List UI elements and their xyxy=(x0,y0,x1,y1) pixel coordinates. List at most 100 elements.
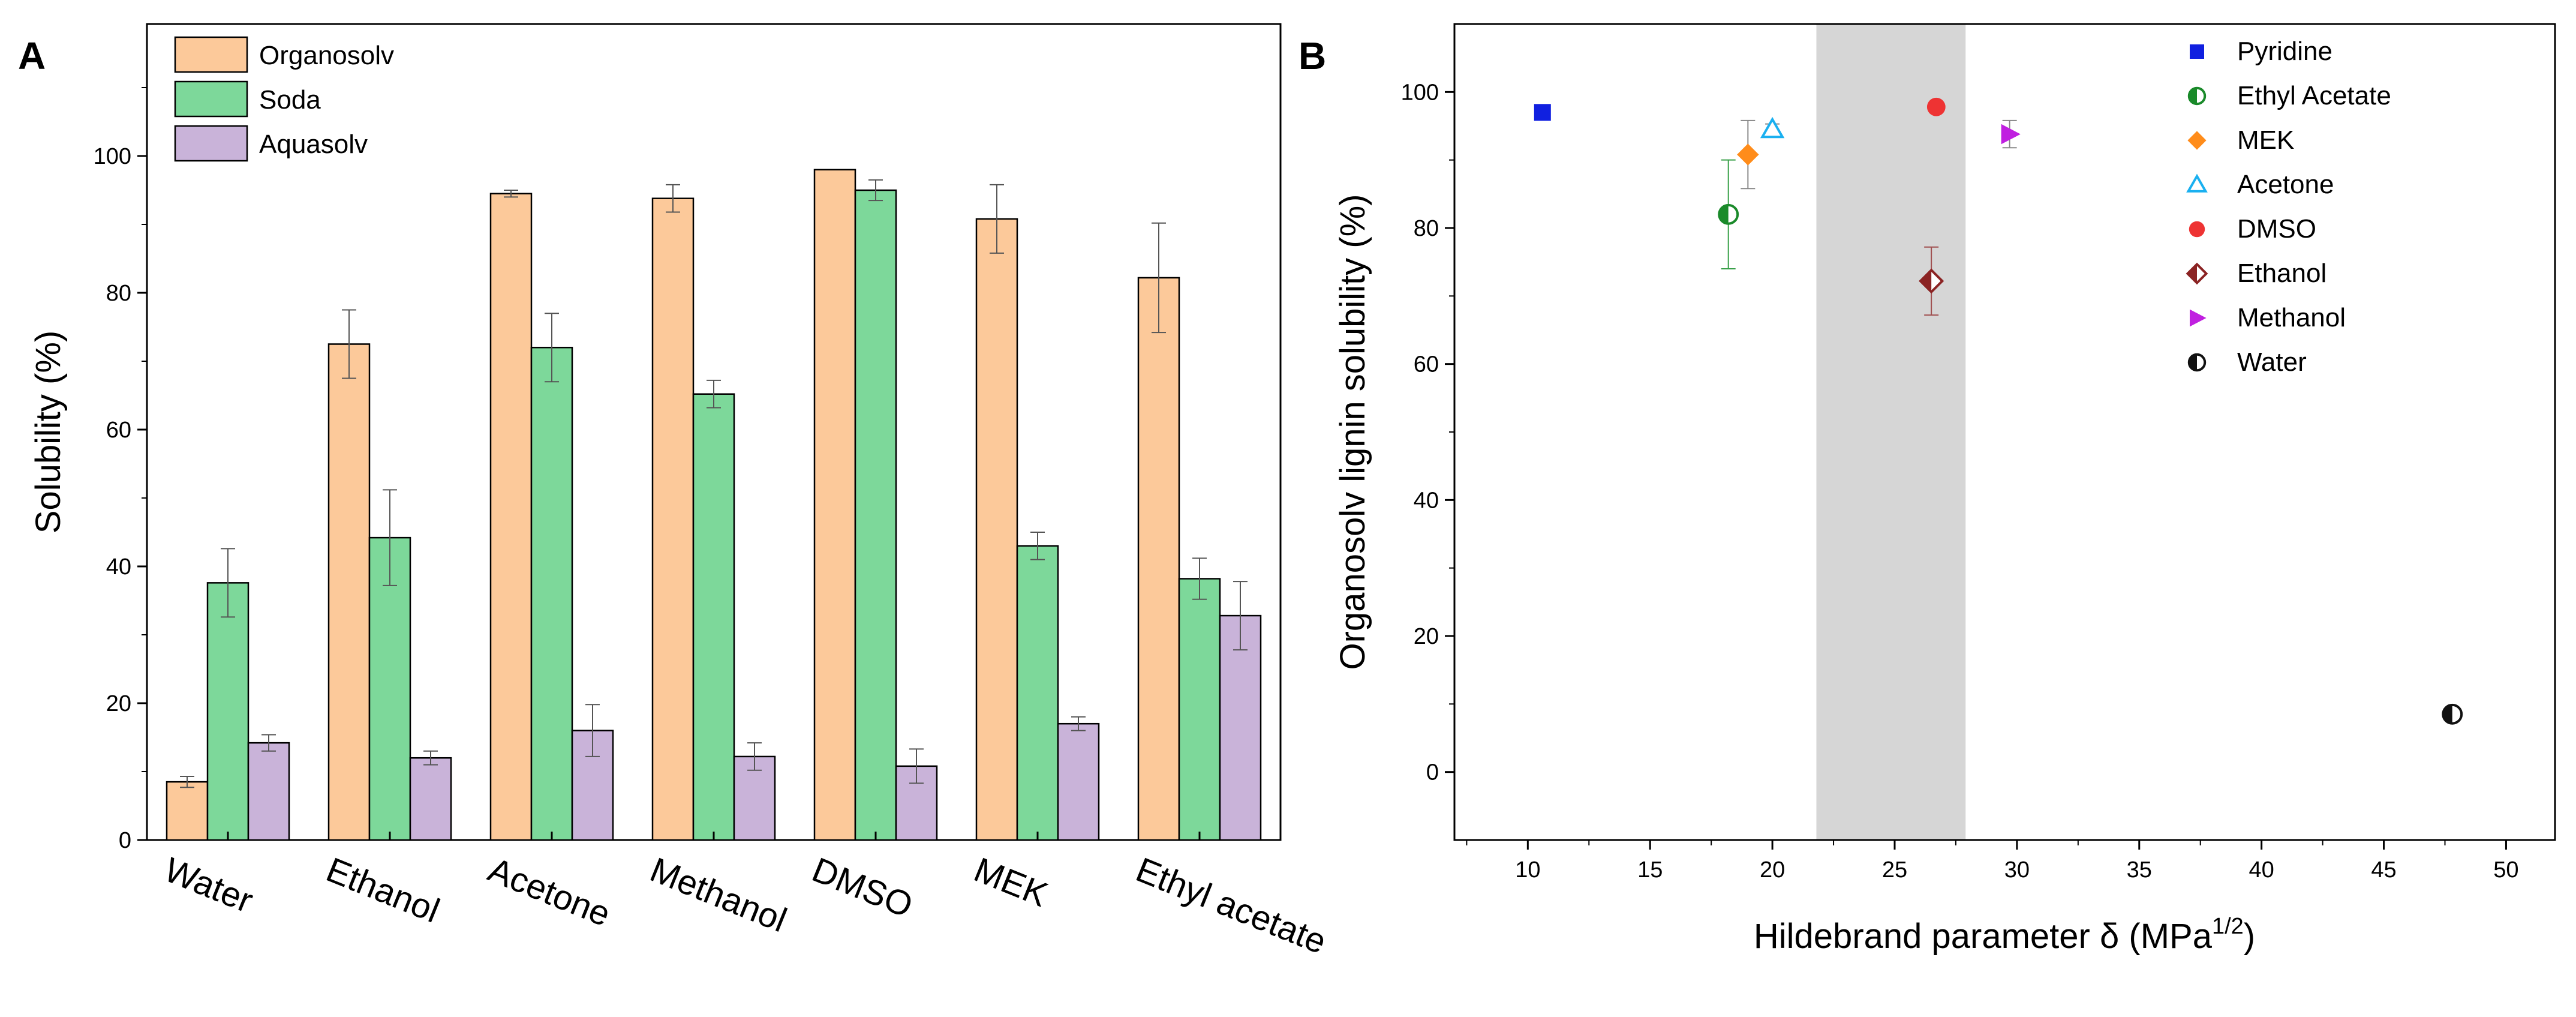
scatter-x-axis-title: Hildebrand parameter δ (MPa1/2) xyxy=(1754,914,2255,956)
legend-item-mek: MEK xyxy=(2187,125,2294,155)
error-bar-aquasolv-dmso xyxy=(909,748,924,784)
scatter-legend: Pyridine Ethyl Acetate MEK Acetone DMSO Ethan… xyxy=(2186,37,2391,377)
category-label-ethanol: Ethanol xyxy=(321,850,445,931)
x-tick-label-20: 20 xyxy=(1760,857,1785,883)
legend-symbol-mek xyxy=(2187,131,2207,150)
panel-label-b: B xyxy=(1298,34,1326,77)
error-bar-organosolv-ethyl-acetate xyxy=(1152,222,1166,334)
point-methanol xyxy=(2001,119,2021,149)
x-tick-label-45: 45 xyxy=(2371,857,2396,883)
legend-swatch-aquasolv xyxy=(174,125,248,162)
legend-label-pyridine: Pyridine xyxy=(2237,37,2332,66)
error-bar-organosolv-mek xyxy=(990,184,1004,254)
bar-chart-y-axis-title: Solubility (%) xyxy=(29,331,68,533)
legend-label-ethyl-acetate: Ethyl Acetate xyxy=(2237,81,2391,110)
error-bar-soda-mek xyxy=(1030,532,1045,560)
y-tick-label-80: 80 xyxy=(106,281,131,306)
y-tick-label-80: 80 xyxy=(1414,216,1439,241)
error-bar-aquasolv-acetone xyxy=(585,704,600,757)
legend-item-methanol: Methanol xyxy=(2190,303,2346,332)
bar-chart-error-bars xyxy=(180,179,1248,788)
point-ethyl-acetate xyxy=(1718,159,1739,269)
bar-chart-category-labels: Water Ethanol Acetone Methanol DMSO MEK Ethyl … xyxy=(159,832,1331,962)
error-bar-aquasolv-ethyl-acetate xyxy=(1233,581,1248,651)
bar-aquasolv-ethanol xyxy=(409,757,452,841)
y-tick-label-100: 100 xyxy=(1401,80,1439,105)
bar-aquasolv-mek xyxy=(1057,722,1100,841)
x-tick-label-15: 15 xyxy=(1637,857,1663,883)
bar-organosolv-methanol xyxy=(651,197,695,841)
error-bar-soda-acetone xyxy=(545,313,559,383)
bar-soda-mek xyxy=(1016,545,1059,841)
x-axis-title-superscript: 1/2 xyxy=(2212,914,2244,939)
panel-label-a: A xyxy=(18,34,46,77)
scatter-y-axis-title: Organosolv lignin solubility (%) xyxy=(1333,194,1372,670)
category-label-acetone: Acetone xyxy=(483,850,616,934)
legend-swatch-soda xyxy=(174,80,248,118)
error-bar-soda-methanol xyxy=(707,379,721,409)
category-label-dmso: DMSO xyxy=(807,850,918,925)
legend-label-ethanol: Ethanol xyxy=(2237,259,2326,288)
point-water xyxy=(2442,703,2463,725)
point-mek xyxy=(1737,119,1759,190)
y-tick-label-60: 60 xyxy=(1414,352,1439,377)
legend-label-acetone: Acetone xyxy=(2237,170,2334,199)
error-bar-organosolv-water xyxy=(180,775,194,788)
legend-item-ethyl-acetate: Ethyl Acetate xyxy=(2187,81,2391,110)
bar-soda-acetone xyxy=(530,346,573,841)
x-tick-label-35: 35 xyxy=(2127,857,2152,883)
scatter-points xyxy=(1534,97,2463,725)
legend-label-soda: Soda xyxy=(259,85,321,115)
bar-chart-legend: Organosolv Soda Aquasolv xyxy=(174,36,394,162)
legend-label-water: Water xyxy=(2237,347,2307,377)
legend-label-dmso: DMSO xyxy=(2237,214,2316,244)
legend-symbol-dmso xyxy=(2189,221,2205,238)
x-tick-label-10: 10 xyxy=(1515,857,1540,883)
x-axis-title-end: ) xyxy=(2244,917,2255,956)
bar-soda-water xyxy=(206,582,250,841)
legend-symbol-acetone xyxy=(2186,173,2208,193)
legend-label-aquasolv: Aquasolv xyxy=(259,130,368,159)
scatter-shaded-region xyxy=(1816,24,1966,840)
bar-aquasolv-ethyl-acetate xyxy=(1219,614,1262,841)
error-bar-organosolv-acetone xyxy=(504,190,518,198)
legend-item-ethanol: Ethanol xyxy=(2186,259,2326,288)
y-tick-label-40: 40 xyxy=(1414,488,1439,513)
bar-aquasolv-water xyxy=(247,742,290,841)
error-bar-aquasolv-methanol xyxy=(747,742,762,771)
legend-item-soda: Soda xyxy=(174,80,321,118)
legend-symbol-methanol xyxy=(2190,309,2207,327)
scatter-x-ticks: 10 15 20 25 30 35 40 45 50 xyxy=(1466,840,2519,883)
scatter-chart-panel-b: 10 15 20 25 30 35 40 45 50 0 20 40 60 80 100 Hildebra… xyxy=(1333,23,2556,956)
bar-organosolv-ethanol xyxy=(327,343,371,841)
error-bar-aquasolv-water xyxy=(261,734,276,752)
bar-organosolv-water xyxy=(166,781,209,841)
category-label-methanol: Methanol xyxy=(645,850,792,940)
legend-item-aquasolv: Aquasolv xyxy=(174,125,368,162)
point-acetone xyxy=(1760,116,1785,139)
bar-organosolv-acetone xyxy=(489,193,533,841)
legend-label-mek: MEK xyxy=(2237,125,2294,155)
scatter-y-ticks: 0 20 40 60 80 100 xyxy=(1401,80,1454,785)
y-tick-label-40: 40 xyxy=(106,554,131,580)
error-bar-aquasolv-ethanol xyxy=(423,750,438,766)
legend-symbol-pyridine xyxy=(2190,44,2204,59)
bar-chart-y-ticks: 0 20 40 60 80 100 xyxy=(94,87,147,853)
error-bar-soda-ethyl-acetate xyxy=(1192,557,1207,600)
error-bar-organosolv-methanol xyxy=(666,184,680,213)
error-bar-soda-ethanol xyxy=(383,489,397,586)
bar-chart-panel-a: 0 20 40 60 80 100 Water Ethanol Acetone Methanol… xyxy=(29,23,1331,962)
category-label-mek: MEK xyxy=(969,850,1053,914)
category-label-ethyl-acetate: Ethyl acetate xyxy=(1131,850,1331,962)
bar-soda-dmso xyxy=(854,189,897,841)
legend-item-pyridine: Pyridine xyxy=(2190,37,2332,66)
y-tick-label-0: 0 xyxy=(1426,760,1439,785)
legend-label-organosolv: Organosolv xyxy=(259,41,394,70)
y-tick-label-60: 60 xyxy=(106,418,131,443)
x-tick-label-50: 50 xyxy=(2493,857,2518,883)
bar-chart-bars xyxy=(166,169,1262,841)
bar-organosolv-ethyl-acetate xyxy=(1137,277,1180,841)
point-pyridine xyxy=(1534,104,1551,121)
category-label-water: Water xyxy=(159,850,258,920)
